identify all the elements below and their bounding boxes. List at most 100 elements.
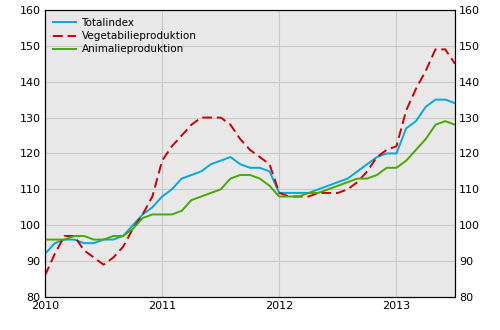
Totalindex bbox=[218, 159, 224, 163]
Totalindex bbox=[52, 241, 58, 245]
Vegetabilieproduktion bbox=[169, 144, 175, 148]
Vegetabilieproduktion bbox=[286, 194, 292, 198]
Animalieproduktion bbox=[169, 213, 175, 216]
Totalindex bbox=[140, 213, 145, 216]
Totalindex bbox=[42, 252, 48, 256]
Totalindex bbox=[276, 191, 282, 195]
Animalieproduktion bbox=[81, 234, 87, 238]
Vegetabilieproduktion bbox=[276, 191, 282, 195]
Vegetabilieproduktion bbox=[150, 194, 156, 198]
Totalindex bbox=[120, 234, 126, 238]
Vegetabilieproduktion bbox=[266, 162, 272, 166]
Totalindex bbox=[344, 177, 350, 181]
Animalieproduktion bbox=[52, 238, 58, 242]
Vegetabilieproduktion bbox=[208, 115, 214, 119]
Vegetabilieproduktion bbox=[218, 115, 224, 119]
Animalieproduktion bbox=[91, 238, 97, 242]
Totalindex bbox=[364, 162, 370, 166]
Totalindex bbox=[325, 184, 331, 188]
Vegetabilieproduktion bbox=[316, 191, 322, 195]
Vegetabilieproduktion bbox=[394, 144, 400, 148]
Totalindex bbox=[159, 194, 165, 198]
Line: Totalindex: Totalindex bbox=[45, 100, 455, 254]
Animalieproduktion bbox=[218, 187, 224, 191]
Animalieproduktion bbox=[62, 238, 68, 242]
Animalieproduktion bbox=[188, 198, 194, 202]
Vegetabilieproduktion bbox=[62, 234, 68, 238]
Vegetabilieproduktion bbox=[344, 187, 350, 191]
Vegetabilieproduktion bbox=[178, 134, 184, 138]
Totalindex bbox=[452, 101, 458, 105]
Line: Vegetabilieproduktion: Vegetabilieproduktion bbox=[45, 50, 455, 276]
Vegetabilieproduktion bbox=[364, 169, 370, 173]
Vegetabilieproduktion bbox=[72, 234, 78, 238]
Vegetabilieproduktion bbox=[335, 191, 341, 195]
Animalieproduktion bbox=[316, 191, 322, 195]
Totalindex bbox=[306, 191, 312, 195]
Totalindex bbox=[198, 169, 204, 173]
Line: Animalieproduktion: Animalieproduktion bbox=[45, 121, 455, 240]
Totalindex bbox=[335, 180, 341, 184]
Totalindex bbox=[150, 205, 156, 209]
Vegetabilieproduktion bbox=[442, 48, 448, 51]
Animalieproduktion bbox=[354, 177, 360, 181]
Totalindex bbox=[432, 98, 438, 102]
Vegetabilieproduktion bbox=[296, 194, 302, 198]
Vegetabilieproduktion bbox=[237, 137, 243, 141]
Vegetabilieproduktion bbox=[452, 62, 458, 66]
Animalieproduktion bbox=[286, 194, 292, 198]
Vegetabilieproduktion bbox=[130, 227, 136, 231]
Vegetabilieproduktion bbox=[159, 159, 165, 163]
Animalieproduktion bbox=[140, 216, 145, 220]
Vegetabilieproduktion bbox=[422, 69, 428, 73]
Animalieproduktion bbox=[100, 238, 106, 242]
Animalieproduktion bbox=[237, 173, 243, 177]
Animalieproduktion bbox=[266, 184, 272, 188]
Animalieproduktion bbox=[178, 209, 184, 213]
Totalindex bbox=[130, 223, 136, 227]
Vegetabilieproduktion bbox=[100, 263, 106, 267]
Totalindex bbox=[296, 191, 302, 195]
Totalindex bbox=[266, 169, 272, 173]
Totalindex bbox=[72, 238, 78, 242]
Vegetabilieproduktion bbox=[188, 123, 194, 127]
Vegetabilieproduktion bbox=[81, 248, 87, 252]
Totalindex bbox=[403, 126, 409, 130]
Animalieproduktion bbox=[228, 177, 234, 181]
Totalindex bbox=[91, 241, 97, 245]
Vegetabilieproduktion bbox=[120, 245, 126, 249]
Animalieproduktion bbox=[384, 166, 390, 170]
Totalindex bbox=[247, 166, 253, 170]
Vegetabilieproduktion bbox=[110, 255, 116, 259]
Vegetabilieproduktion bbox=[374, 155, 380, 159]
Totalindex bbox=[81, 241, 87, 245]
Animalieproduktion bbox=[120, 234, 126, 238]
Vegetabilieproduktion bbox=[384, 148, 390, 152]
Vegetabilieproduktion bbox=[42, 274, 48, 278]
Animalieproduktion bbox=[276, 194, 282, 198]
Animalieproduktion bbox=[452, 123, 458, 127]
Totalindex bbox=[62, 238, 68, 242]
Animalieproduktion bbox=[413, 148, 419, 152]
Animalieproduktion bbox=[364, 177, 370, 181]
Vegetabilieproduktion bbox=[247, 148, 253, 152]
Vegetabilieproduktion bbox=[325, 191, 331, 195]
Totalindex bbox=[286, 191, 292, 195]
Totalindex bbox=[394, 151, 400, 155]
Animalieproduktion bbox=[306, 191, 312, 195]
Animalieproduktion bbox=[208, 191, 214, 195]
Animalieproduktion bbox=[198, 194, 204, 198]
Animalieproduktion bbox=[394, 166, 400, 170]
Vegetabilieproduktion bbox=[413, 87, 419, 91]
Totalindex bbox=[228, 155, 234, 159]
Animalieproduktion bbox=[422, 137, 428, 141]
Totalindex bbox=[257, 166, 263, 170]
Totalindex bbox=[422, 105, 428, 109]
Totalindex bbox=[316, 187, 322, 191]
Totalindex bbox=[413, 119, 419, 123]
Vegetabilieproduktion bbox=[432, 48, 438, 51]
Animalieproduktion bbox=[130, 227, 136, 231]
Vegetabilieproduktion bbox=[91, 255, 97, 259]
Totalindex bbox=[354, 169, 360, 173]
Totalindex bbox=[374, 155, 380, 159]
